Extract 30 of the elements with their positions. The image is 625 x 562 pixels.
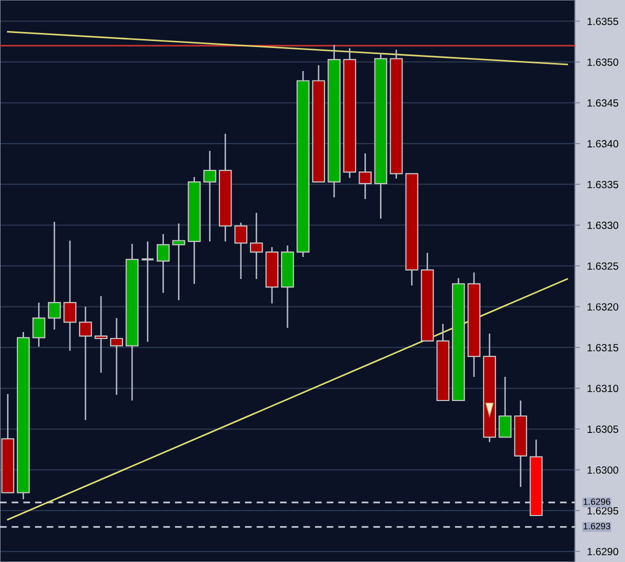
candlestick <box>48 221 61 330</box>
candlestick <box>79 306 92 421</box>
y-tick-label: 1.6340 <box>588 140 618 148</box>
y-tick-label: 1.6335 <box>588 180 618 188</box>
candlestick <box>94 295 108 374</box>
y-tick-label: 1.6310 <box>588 384 618 392</box>
y-tick-label: 1.6355 <box>588 18 618 26</box>
candlestick <box>250 212 263 280</box>
candlestick <box>63 240 76 352</box>
y-tick-label: 1.6300 <box>588 466 618 474</box>
candlestick <box>156 233 170 294</box>
y-tick-label: 1.6345 <box>588 99 618 107</box>
y-tick-label: 1.6330 <box>588 222 618 230</box>
candlestick <box>203 150 216 242</box>
y-tick-label: 1.6320 <box>588 303 618 311</box>
y-tick-label: 1.6325 <box>588 262 618 270</box>
y-tick-label: 1.6315 <box>588 344 618 352</box>
candlestick <box>32 302 46 348</box>
ref-line-label: 1.6293 <box>584 522 610 530</box>
y-tick-label: 1.6350 <box>588 58 618 66</box>
candlestick <box>172 222 186 301</box>
y-tick-label: 1.6290 <box>588 548 618 556</box>
ref-line-label: 1.6296 <box>584 498 610 505</box>
candlestick <box>110 317 124 396</box>
candlestick <box>140 240 155 342</box>
y-tick-label: 1.6295 <box>588 507 618 514</box>
candlestick <box>498 376 512 438</box>
y-tick-label: 1.6305 <box>588 426 618 433</box>
candlestick <box>234 222 248 280</box>
candlestick <box>358 152 372 200</box>
